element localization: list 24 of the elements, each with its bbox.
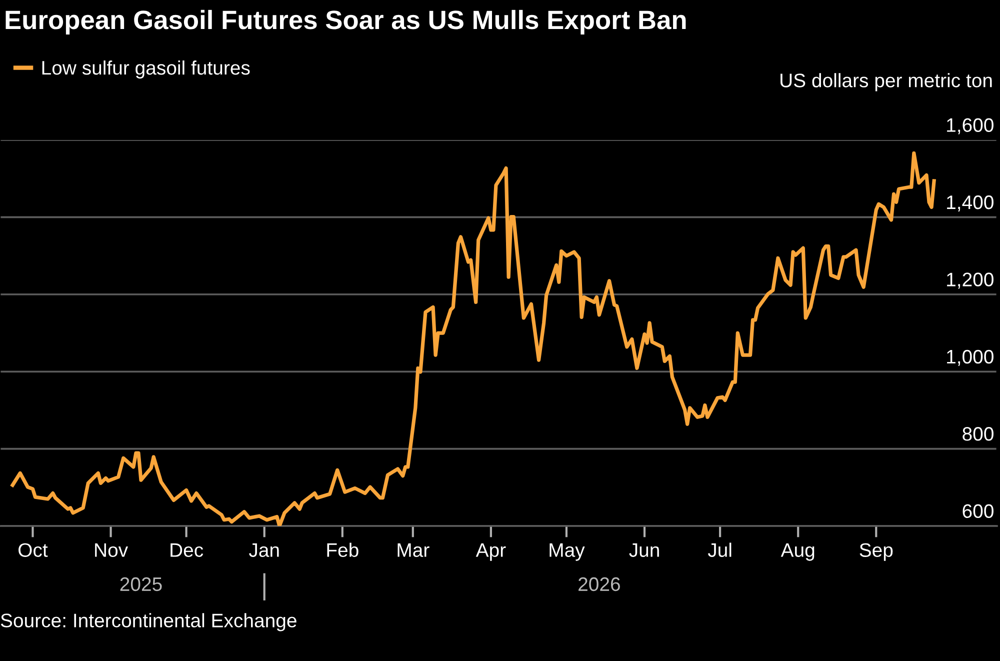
y-tick-label: 1,200 xyxy=(947,272,994,289)
y-axis-title: US dollars per metric ton xyxy=(780,73,992,92)
x2-tick-label: 2025 xyxy=(120,577,162,592)
x-tick-label: May xyxy=(550,543,585,561)
x-tick-label: Jan xyxy=(248,543,279,557)
source-note: Source: Intercontinental Exchange xyxy=(0,613,296,632)
x-tick-label: Dec xyxy=(170,543,204,557)
x2-tick-label: 2026 xyxy=(578,577,620,592)
y-tick-label: 1,600 xyxy=(947,118,994,134)
y-tick-label: 1,000 xyxy=(947,350,994,366)
x-tick-label: Jul xyxy=(708,542,732,557)
y-tick-label: 800 xyxy=(962,427,994,441)
chart-title: European Gasoil Futures Soar as US Mulls Export Ban xyxy=(6,10,686,35)
x-tick-label: Nov xyxy=(95,543,128,557)
x-tick-label: Sep xyxy=(860,543,893,561)
x-tick-label: Apr xyxy=(476,543,506,561)
x-tick-label: Aug xyxy=(780,543,814,561)
y-tick-label: 600 xyxy=(962,504,994,518)
x-tick-label: Jun xyxy=(629,543,659,557)
x-tick-label: Oct xyxy=(18,543,48,557)
legend-label: Low sulfur gasoil futures xyxy=(42,60,250,79)
x-tick-label: Feb xyxy=(327,542,358,557)
y-tick-label: 1,400 xyxy=(947,195,994,212)
x-tick-label: Mar xyxy=(398,543,430,557)
